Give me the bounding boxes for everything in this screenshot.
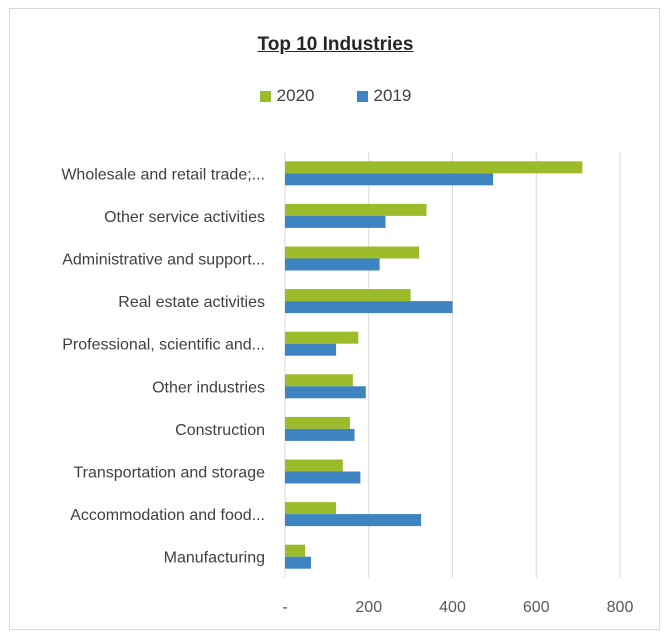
bar-2019-0 — [285, 173, 494, 186]
category-label-3: Real estate activities — [118, 294, 265, 311]
category-label-6: Construction — [175, 422, 265, 439]
bar-2019-7 — [285, 471, 361, 484]
bar-2019-2 — [285, 258, 380, 271]
x-tick-label-0: - — [282, 599, 287, 616]
bar-2019-4 — [285, 343, 337, 356]
bar-2020-7 — [285, 459, 343, 472]
chart-legend: 2020 2019 — [0, 86, 671, 106]
category-label-5: Other industries — [152, 379, 265, 396]
legend-item-2020: 2020 — [259, 86, 315, 106]
legend-swatch-2020 — [259, 90, 271, 102]
x-tick-label-2: 400 — [439, 599, 466, 616]
category-label-7: Transportation and storage — [73, 465, 265, 482]
legend-swatch-2019 — [356, 90, 368, 102]
bar-2019-1 — [285, 215, 386, 228]
bar-2020-5 — [285, 374, 353, 387]
category-label-0: Wholesale and retail trade;... — [61, 166, 265, 183]
bar-2019-3 — [285, 301, 453, 314]
bar-2020-4 — [285, 331, 359, 344]
bar-2020-1 — [285, 203, 427, 216]
category-label-1: Other service activities — [104, 209, 265, 226]
bar-2020-9 — [285, 544, 306, 557]
bar-2020-6 — [285, 416, 350, 429]
bar-2019-9 — [285, 556, 311, 569]
category-label-9: Manufacturing — [164, 550, 265, 567]
category-label-4: Professional, scientific and... — [62, 337, 265, 354]
x-tick-label-3: 600 — [523, 599, 550, 616]
legend-label-2019: 2019 — [373, 86, 412, 105]
category-label-8: Accommodation and food... — [70, 507, 265, 524]
x-tick-label-4: 800 — [607, 599, 634, 616]
x-tick-label-1: 200 — [355, 599, 382, 616]
bar-2020-3 — [285, 289, 411, 302]
legend-item-2019: 2019 — [356, 86, 412, 106]
chart-title: Top 10 Industries — [257, 34, 414, 55]
bar-2020-2 — [285, 246, 419, 259]
bar-2020-0 — [285, 161, 583, 174]
category-label-2: Administrative and support... — [62, 252, 265, 269]
bar-2019-6 — [285, 428, 355, 441]
bar-2019-5 — [285, 386, 366, 399]
legend-label-2020: 2020 — [276, 86, 315, 105]
bar-2020-8 — [285, 502, 337, 515]
chart-frame — [9, 8, 660, 630]
bar-2019-8 — [285, 514, 422, 527]
